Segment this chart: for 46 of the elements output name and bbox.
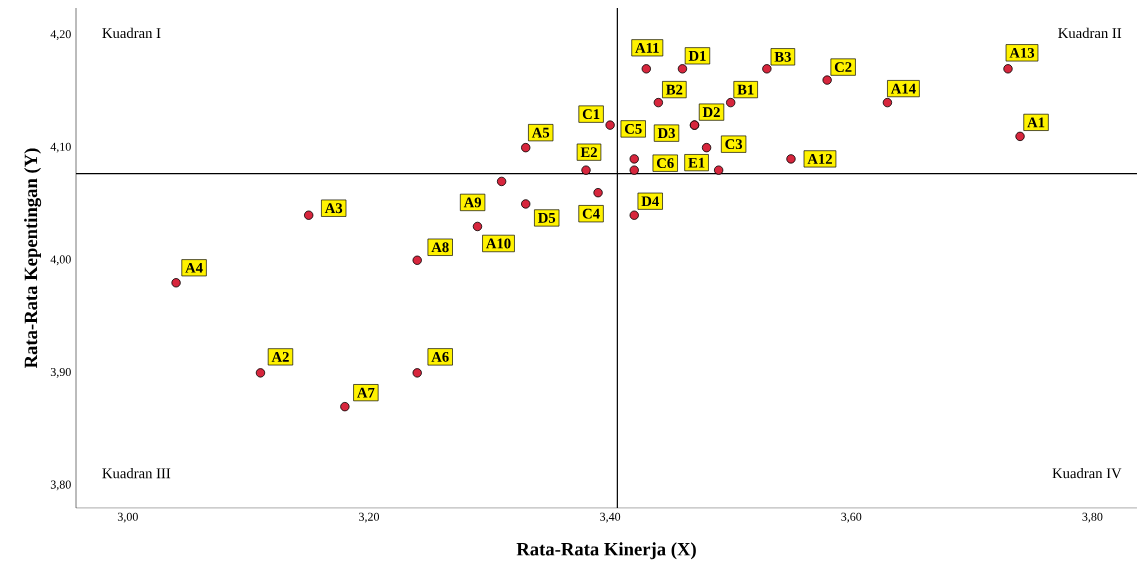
annotation: C4	[582, 208, 600, 219]
y-tick-label: 4,00	[50, 255, 71, 266]
y-axis-title: Rata-Rata Kepentingan (Y)	[24, 148, 42, 369]
x-tick-label: 3,00	[117, 512, 138, 523]
annotation: Kuadran IV	[1052, 467, 1122, 479]
annotation: B1	[737, 84, 754, 95]
annotation: D2	[702, 107, 720, 117]
annotation: D4	[641, 196, 659, 207]
x-tick-label: 3,40	[600, 512, 621, 523]
annotation: C3	[725, 139, 743, 150]
annotation: B3	[774, 51, 791, 62]
annotation: D5	[538, 213, 556, 223]
annotation: C5	[624, 123, 642, 134]
annotation: C6	[656, 158, 674, 169]
annotation: A8	[431, 242, 449, 253]
y-tick-label: 3,80	[50, 480, 71, 491]
annotation: B2	[666, 84, 683, 95]
x-tick-label: 3,60	[841, 512, 862, 523]
annotation: Kuadran II	[1058, 27, 1122, 39]
annotation: Kuadran III	[102, 467, 171, 479]
annotation: A5	[531, 127, 550, 138]
annotation: A6	[431, 351, 449, 362]
x-tick-label: 3,80	[1082, 512, 1103, 523]
x-tick-label: 3,20	[359, 512, 380, 523]
annotation: A3	[324, 203, 343, 214]
annotation: D3	[657, 128, 675, 139]
y-tick-label: 4,20	[50, 30, 71, 40]
annotation: A13	[1009, 47, 1035, 58]
annotation: A4	[185, 262, 203, 273]
annotation: A2	[271, 352, 289, 362]
annotation: C2	[834, 62, 852, 72]
x-axis-title: Rata-Rata Kinerja (X)	[516, 542, 696, 560]
annotation: A10	[486, 238, 511, 249]
annotation: A11	[635, 42, 659, 53]
annotation: C1	[582, 109, 600, 120]
y-tick-label: 3,90	[50, 367, 71, 378]
annotation: E1	[688, 157, 705, 168]
annotation: Kuadran I	[102, 27, 161, 39]
annotation: E2	[580, 147, 597, 158]
annotation: A7	[357, 387, 375, 398]
y-tick-label: 4,10	[50, 142, 71, 153]
annotation: A12	[807, 154, 832, 164]
annotation: A14	[890, 83, 916, 94]
annotation: A9	[463, 197, 482, 208]
annotation: A1	[1027, 117, 1045, 128]
annotation: D1	[688, 50, 706, 61]
